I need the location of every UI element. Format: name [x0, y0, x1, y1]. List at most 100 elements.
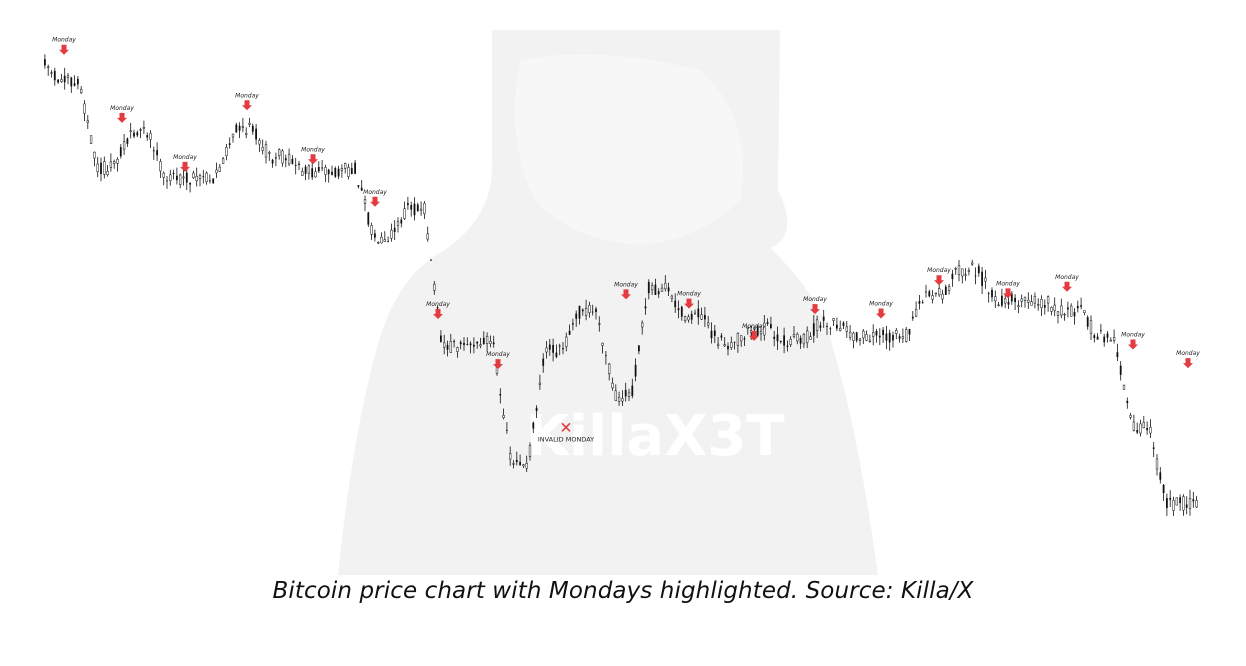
- down-arrow-icon: [1183, 358, 1193, 369]
- candle: [997, 301, 1000, 307]
- candle-body: [86, 120, 89, 123]
- candle: [522, 464, 525, 468]
- monday-label: Monday: [1176, 350, 1200, 357]
- candle: [509, 446, 512, 466]
- monday-label: Monday: [742, 323, 766, 330]
- candle: [1060, 298, 1063, 319]
- monday-label: Monday: [426, 301, 450, 308]
- candle-body: [545, 347, 548, 353]
- candle-body: [1103, 336, 1106, 343]
- candle: [446, 340, 449, 357]
- candle: [344, 162, 347, 174]
- candle: [1146, 421, 1148, 435]
- monday-marker: Monday: [677, 291, 701, 309]
- candle: [1126, 397, 1129, 409]
- candle-body: [660, 287, 664, 292]
- candle: [440, 330, 442, 343]
- candle-body: [1142, 422, 1145, 429]
- candle-body: [914, 309, 918, 317]
- monday-marker: Monday: [301, 146, 325, 165]
- candle: [730, 336, 733, 351]
- candle: [519, 454, 521, 466]
- candle: [836, 317, 838, 332]
- candle: [1046, 295, 1050, 312]
- candle-body: [806, 330, 809, 343]
- candle-body: [941, 293, 944, 300]
- candle: [683, 315, 687, 324]
- candle-body: [446, 344, 449, 350]
- candle-body: [1179, 497, 1181, 504]
- candle-body: [189, 182, 191, 185]
- candle-body: [126, 138, 129, 144]
- candle: [1076, 300, 1079, 313]
- monday-marker: Monday: [235, 92, 259, 111]
- candle: [716, 337, 720, 349]
- candle: [740, 335, 743, 347]
- candle: [786, 340, 789, 352]
- down-arrow-icon: [117, 112, 127, 123]
- candle-body: [485, 335, 489, 344]
- candle-body: [403, 208, 406, 219]
- candle: [291, 155, 294, 165]
- candle: [1116, 343, 1119, 362]
- candle: [568, 324, 571, 336]
- candle-body: [73, 83, 76, 86]
- candle-body: [419, 208, 423, 211]
- candle: [944, 284, 947, 295]
- candle: [548, 338, 551, 356]
- candle: [109, 153, 113, 172]
- candle: [281, 149, 284, 167]
- candle: [783, 327, 785, 354]
- candle-body: [595, 308, 597, 312]
- candle: [641, 320, 644, 335]
- candle-body: [146, 135, 149, 138]
- candle: [1053, 297, 1056, 317]
- candle: [83, 100, 86, 122]
- candle: [311, 162, 314, 180]
- candle: [914, 301, 918, 318]
- candle-body: [901, 336, 905, 339]
- candle: [70, 76, 73, 93]
- candle: [1129, 412, 1132, 420]
- candle-body: [492, 342, 495, 345]
- candle-body: [278, 149, 281, 156]
- candle: [209, 174, 211, 184]
- candle-body: [1149, 427, 1152, 434]
- candle-body: [245, 133, 248, 135]
- candle: [951, 269, 954, 287]
- candle-body: [426, 233, 429, 240]
- candle: [1070, 303, 1073, 317]
- candle: [307, 164, 311, 180]
- candle: [1083, 310, 1086, 316]
- monday-label: Monday: [1055, 274, 1079, 281]
- candle-body: [363, 199, 367, 204]
- monday-label: Monday: [803, 296, 827, 303]
- candle: [862, 329, 865, 345]
- candle-body: [690, 313, 693, 320]
- candle-body: [449, 341, 452, 353]
- candle-body: [542, 358, 545, 366]
- candle: [205, 171, 208, 185]
- candle: [855, 331, 858, 343]
- candle-body: [575, 313, 578, 319]
- candle: [819, 321, 822, 332]
- candle: [1152, 442, 1155, 458]
- monday-marker: Monday: [869, 300, 893, 319]
- candle: [506, 422, 508, 434]
- candle-body: [380, 236, 383, 244]
- candle: [608, 362, 611, 381]
- candle-body: [1129, 415, 1132, 418]
- candle-body: [142, 127, 146, 129]
- candle: [528, 442, 532, 461]
- candle-body: [558, 345, 561, 347]
- candle-body: [892, 335, 894, 341]
- candle-body: [885, 333, 888, 341]
- candle-body: [704, 314, 706, 320]
- candle: [113, 159, 116, 169]
- candle-body: [1106, 333, 1109, 338]
- down-arrow-icon: [59, 44, 69, 55]
- candle: [294, 157, 297, 175]
- candle-body: [287, 153, 291, 165]
- candle: [393, 220, 396, 241]
- candle-body: [773, 336, 776, 339]
